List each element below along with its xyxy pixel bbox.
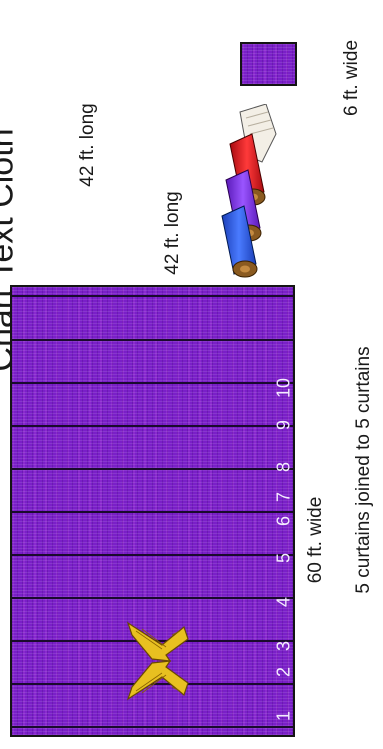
curtain-number-8: 8 (273, 461, 294, 473)
curtain-seam (12, 511, 293, 513)
single-curtain-length-label: 42 ft. long (77, 103, 98, 187)
curtain-number-2: 2 (273, 666, 294, 678)
joined-curtains-panel (10, 285, 295, 737)
curtain-number-7: 7 (273, 491, 294, 503)
curtain-seam (12, 554, 293, 556)
curtain-number-9: 9 (273, 419, 294, 431)
curtain-seam (12, 382, 293, 384)
curtain-seam (12, 468, 293, 470)
curtain-seam (12, 295, 293, 297)
curtain-seam (12, 683, 293, 685)
fabric-rolls-icon (221, 104, 277, 278)
curtain-number-5: 5 (273, 552, 294, 564)
curtain-seam (12, 726, 293, 728)
single-curtain-width-label: 6 ft. wide (341, 39, 362, 117)
curtain-seam (12, 425, 293, 427)
curtain-number-10: 10 (273, 377, 294, 399)
panel-join-label: 5 curtains joined to 5 curtains (353, 346, 374, 594)
curtain-number-6: 6 (273, 515, 294, 527)
curtain-number-1: 1 (273, 710, 294, 722)
curtain-seam (12, 597, 293, 599)
curtain-number-4: 4 (273, 596, 294, 608)
cherubim-icon (126, 621, 189, 701)
single-curtain-box (240, 42, 297, 86)
panel-length-label: 42 ft. long (162, 191, 183, 275)
curtain-number-3: 3 (273, 640, 294, 652)
curtain-seam (12, 339, 293, 341)
panel-width-label: 60 ft. wide (305, 496, 326, 584)
